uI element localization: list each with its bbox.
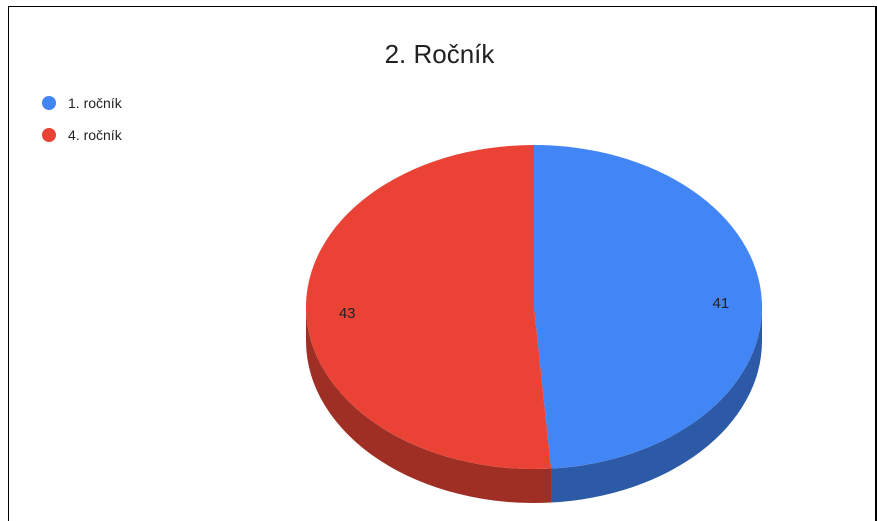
pie-chart: 41 43	[306, 145, 763, 504]
pie-side-1-rocnik	[551, 307, 762, 503]
pie-slice-4-rocnik[interactable]	[306, 145, 552, 469]
legend-item-1-rocnik[interactable]: 1. ročník	[42, 93, 122, 113]
chart-title: 2. Ročník	[384, 39, 495, 69]
chart-container: 2. Ročník 1. ročník 4. ročník 41 43	[8, 6, 877, 521]
data-label-1-rocnik: 41	[712, 295, 729, 312]
pie-side-4-rocnik	[306, 307, 552, 504]
data-label-4-rocnik: 43	[339, 305, 356, 322]
legend-swatch-1-rocnik	[42, 96, 56, 110]
legend-item-4-rocnik[interactable]: 4. ročník	[42, 125, 122, 145]
legend-label-4-rocnik: 4. ročník	[68, 127, 122, 143]
legend: 1. ročník 4. ročník	[42, 93, 122, 157]
legend-swatch-4-rocnik	[42, 128, 56, 142]
legend-label-1-rocnik: 1. ročník	[68, 95, 122, 111]
pie-slice-1-rocnik[interactable]	[534, 145, 763, 469]
